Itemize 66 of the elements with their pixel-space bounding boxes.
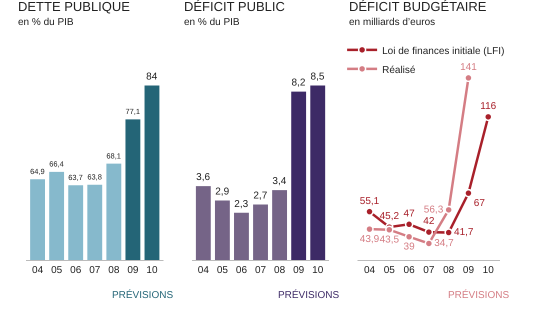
chart-title: DETTE PUBLIQUE [18, 0, 130, 14]
text: PRÉVISIONS [448, 289, 510, 301]
x-tick-label: 05 [51, 265, 63, 276]
data-label: 3,6 [196, 172, 210, 184]
x-tick-label: 05 [216, 265, 228, 276]
x-tick-label: 08 [108, 265, 120, 276]
bar [253, 204, 268, 260]
x-tick-label: 08 [274, 265, 286, 276]
x-tick-label: 06 [236, 265, 248, 276]
data-label: 116 [480, 100, 497, 112]
x-tick-label: 09 [127, 265, 139, 276]
legend-label: Réalisé [382, 64, 416, 76]
x-tick-label: 06 [404, 265, 416, 276]
bar [234, 212, 249, 260]
chart-subtitle: en milliards d’euros [349, 17, 436, 28]
x-tick-label: 10 [312, 265, 324, 276]
data-label: 66,4 [49, 160, 64, 169]
data-label: 39 [404, 242, 416, 253]
data-label: 3,4 [272, 176, 287, 188]
legend-label: Loi de finances initiale (LFI) [382, 46, 504, 57]
x-tick-label: 07 [254, 265, 267, 276]
chart-subtitle: en % du PIB [184, 17, 240, 28]
x-tick-label: 09 [462, 265, 474, 276]
x-tick-label: 04 [198, 265, 210, 276]
chart-title: DÉFICIT BUDGÉTAIRE [349, 0, 487, 14]
x-tick-label: 10 [482, 265, 494, 276]
data-label: 2,3 [234, 198, 249, 210]
x-tick-label: 04 [32, 265, 44, 276]
data-label: 141 [460, 62, 478, 74]
data-label: 56,3 [424, 204, 444, 216]
data-label: 2,7 [253, 190, 268, 202]
data-label: 68,1 [106, 151, 121, 160]
x-tick-label: 08 [443, 265, 455, 276]
bar [196, 186, 211, 260]
data-label: 43,5 [380, 234, 400, 246]
data-label: 45,2 [380, 211, 400, 222]
x-tick-label: 07 [89, 265, 101, 276]
x-tick-label: 04 [364, 265, 376, 276]
x-tick-label: 06 [70, 265, 82, 276]
chart-subtitle: en % du PIB [18, 17, 74, 28]
data-label: 77,1 [125, 107, 140, 116]
bar [310, 85, 326, 260]
data-label: 8,2 [291, 78, 306, 89]
chart-title: DÉFICIT PUBLIC [184, 0, 285, 14]
data-label: 64,9 [30, 167, 45, 176]
bar [291, 92, 306, 260]
text: PRÉVISIONS [278, 289, 340, 301]
bar [272, 190, 288, 260]
annotation: PRÉVISIONS [112, 289, 174, 301]
data-label: 67 [474, 198, 486, 210]
bar [214, 200, 230, 260]
data-label: 43,9 [360, 234, 380, 245]
data-label: 47 [404, 208, 416, 220]
x-tick-label: 07 [423, 265, 435, 276]
data-label: 42 [423, 216, 435, 228]
data-label: 63,7 [68, 172, 83, 182]
data-label: 2,9 [215, 186, 230, 198]
data-label: 63,8 [87, 172, 102, 182]
data-label: 34,7 [434, 238, 454, 249]
x-tick-label: 09 [293, 265, 305, 276]
data-label: 41,7 [454, 227, 474, 238]
data-label: 55,1 [360, 196, 380, 207]
x-tick-label: 10 [146, 265, 158, 276]
x-tick-label: 05 [384, 265, 396, 276]
data-label: 8,5 [310, 71, 325, 82]
data-label: 84 [146, 71, 158, 82]
